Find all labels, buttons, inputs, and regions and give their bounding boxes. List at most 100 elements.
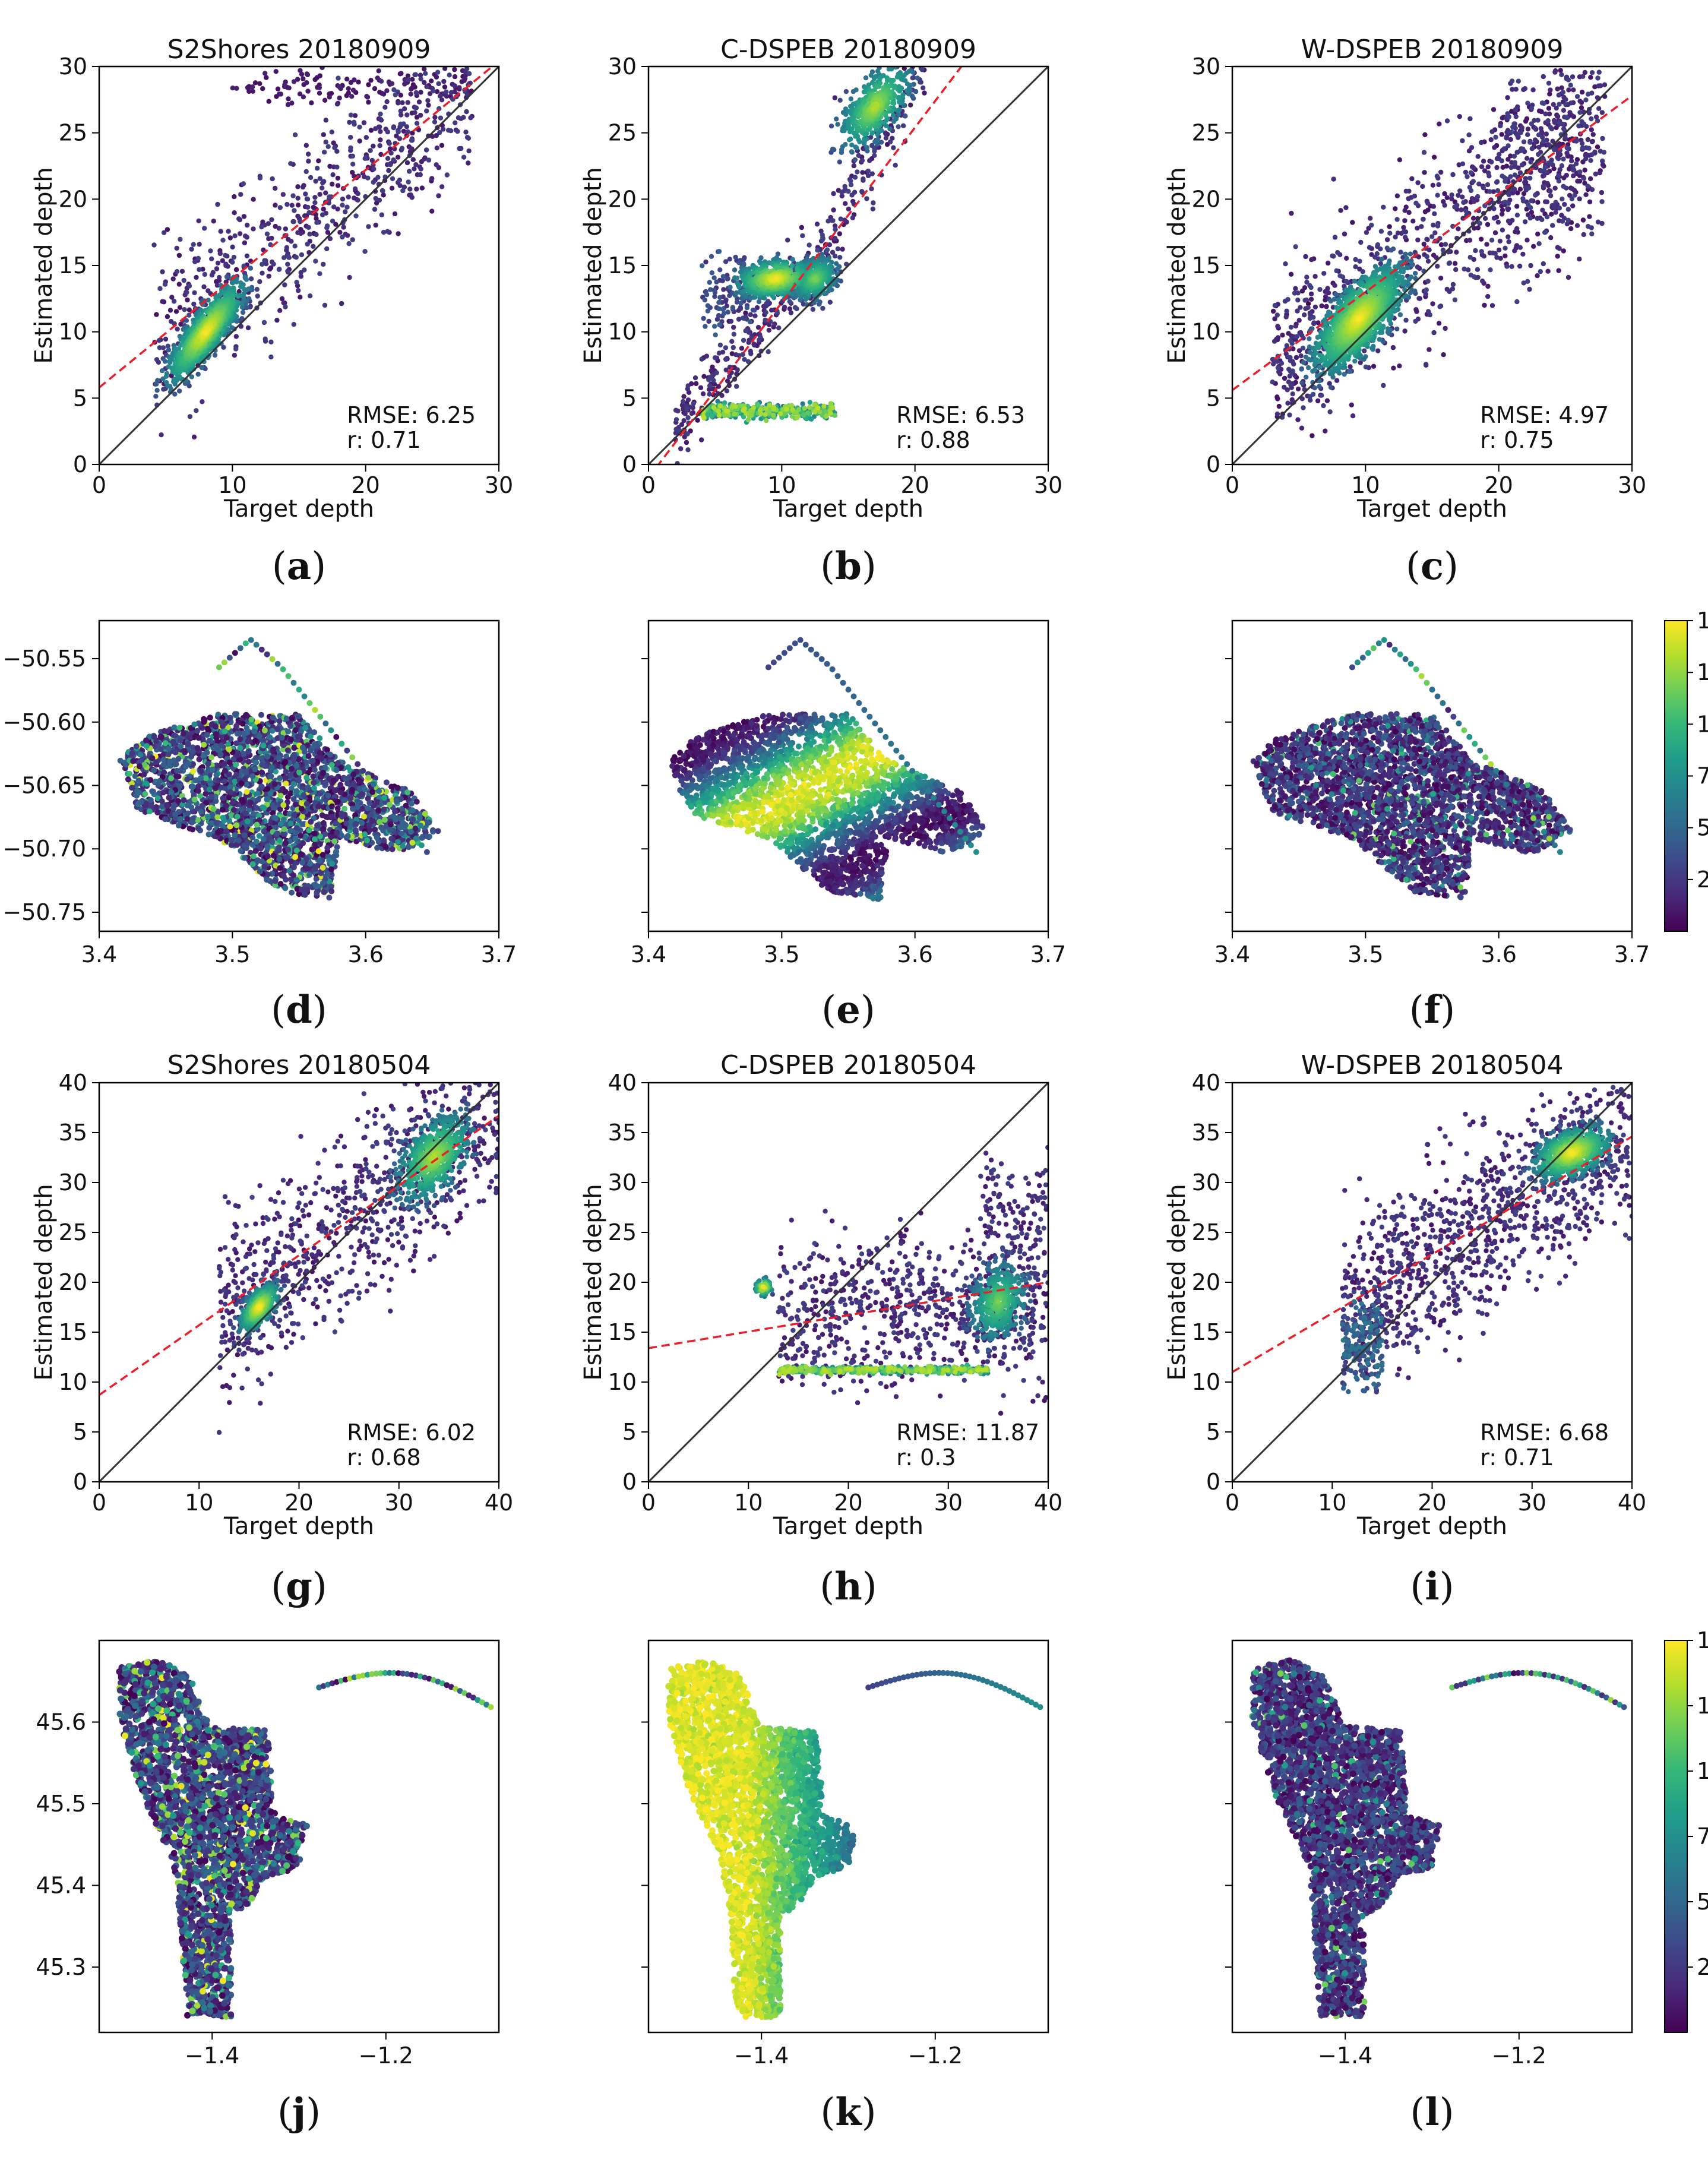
data-point [412, 110, 417, 115]
data-point [230, 260, 235, 264]
data-point [296, 203, 301, 207]
data-point [418, 90, 423, 94]
data-point [872, 153, 877, 158]
data-point [293, 132, 298, 137]
data-point [304, 143, 309, 148]
data-point [385, 156, 390, 161]
data-point [417, 99, 422, 104]
data-point [820, 306, 825, 311]
data-point [151, 242, 156, 247]
data-point [213, 353, 217, 358]
data-point [453, 121, 457, 125]
data-point [853, 87, 858, 92]
data-point [322, 303, 327, 308]
data-point [717, 404, 722, 409]
data-point [287, 86, 292, 90]
data-point [767, 328, 771, 333]
data-point [326, 144, 331, 149]
data-point [922, 90, 926, 95]
data-point [277, 308, 282, 313]
data-point [339, 301, 344, 306]
data-point [461, 155, 466, 160]
data-point [418, 172, 423, 177]
data-point [721, 274, 726, 279]
data-point [396, 155, 400, 160]
data-point [269, 217, 274, 222]
data-point [409, 138, 414, 143]
data-point [790, 257, 795, 262]
data-point [232, 233, 237, 238]
data-point [461, 115, 466, 120]
data-point [289, 239, 293, 244]
data-point [282, 282, 287, 287]
data-point [837, 231, 842, 236]
data-point [306, 210, 311, 215]
data-point [397, 136, 402, 141]
data-point [324, 225, 329, 230]
data-point [294, 280, 299, 284]
data-point [739, 346, 744, 350]
rmse-label: RMSE: 6.25 [347, 402, 476, 428]
data-point [336, 183, 340, 188]
data-point [352, 120, 356, 125]
data-point [439, 184, 444, 189]
data-point [703, 298, 707, 302]
data-point [210, 273, 214, 277]
data-point [322, 98, 327, 103]
data-point [752, 314, 757, 318]
data-point [701, 316, 706, 321]
data-point [432, 115, 437, 119]
data-point [301, 76, 305, 81]
data-point [452, 67, 457, 72]
data-point [264, 75, 268, 80]
data-point [799, 225, 804, 230]
data-point [324, 140, 328, 144]
data-point [217, 293, 222, 298]
data-point [236, 216, 241, 221]
data-point [757, 337, 761, 342]
data-point [382, 105, 387, 110]
data-point [815, 406, 820, 410]
data-point [723, 345, 728, 350]
data-point [355, 198, 360, 203]
data-point [277, 267, 281, 271]
data-point [407, 186, 412, 191]
data-point [385, 129, 390, 134]
data-point [174, 309, 179, 314]
data-point [843, 201, 847, 206]
data-point [463, 76, 467, 81]
data-point [701, 414, 706, 419]
data-point [833, 227, 837, 232]
data-point [372, 86, 377, 91]
data-point [312, 195, 317, 200]
data-point [249, 276, 254, 281]
data-point [335, 102, 340, 106]
data-point [684, 406, 689, 411]
data-point [921, 86, 925, 90]
y-tick-label: 30 [59, 53, 87, 80]
data-point [301, 185, 305, 189]
data-point [363, 156, 368, 161]
data-point [396, 129, 401, 134]
y-tick-label: 0 [622, 451, 637, 478]
data-point [735, 276, 739, 280]
data-point [700, 263, 704, 268]
data-point [694, 381, 698, 386]
data-point [157, 345, 162, 350]
data-point [232, 255, 236, 260]
data-point [410, 195, 415, 200]
data-point [268, 340, 273, 344]
data-point [196, 372, 201, 377]
data-point [250, 84, 255, 89]
data-point [299, 274, 303, 279]
data-point [468, 115, 473, 120]
data-point [368, 78, 373, 83]
data-point [836, 246, 840, 251]
data-point [307, 232, 312, 236]
data-point [306, 225, 311, 230]
data-point [731, 325, 736, 330]
data-point [758, 407, 763, 412]
data-point [305, 71, 309, 76]
data-point [340, 203, 344, 207]
data-point [736, 260, 741, 265]
